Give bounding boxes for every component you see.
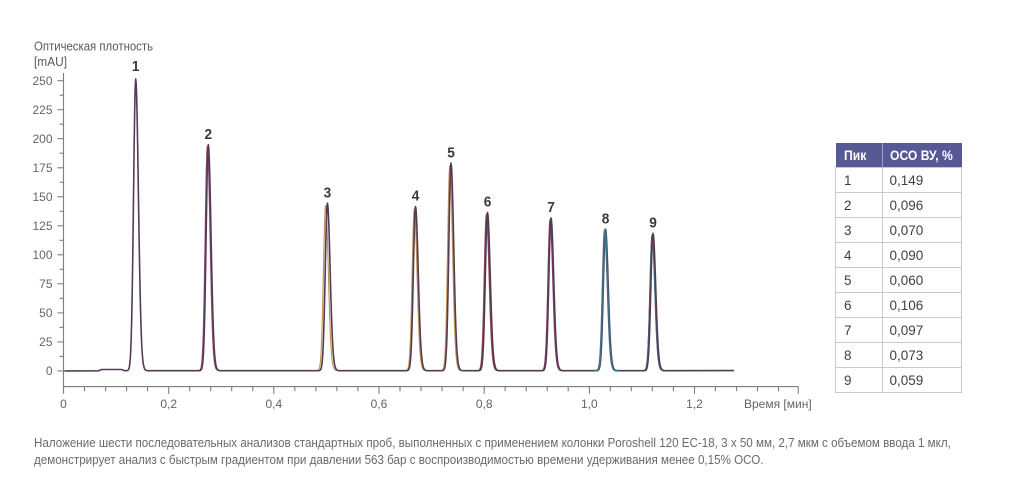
svg-text:9: 9 bbox=[649, 214, 657, 231]
svg-text:1: 1 bbox=[132, 58, 140, 75]
svg-text:100: 100 bbox=[32, 248, 52, 262]
svg-text:225: 225 bbox=[32, 103, 52, 117]
svg-text:1,0: 1,0 bbox=[581, 397, 598, 411]
svg-text:0,6: 0,6 bbox=[371, 397, 388, 411]
svg-text:50: 50 bbox=[39, 306, 53, 320]
svg-text:250: 250 bbox=[32, 74, 52, 88]
svg-text:3: 3 bbox=[324, 184, 332, 201]
svg-text:0,8: 0,8 bbox=[476, 397, 493, 411]
svg-text:7: 7 bbox=[547, 199, 555, 216]
svg-text:2: 2 bbox=[205, 126, 213, 143]
svg-text:5: 5 bbox=[447, 144, 455, 161]
svg-text:Оптическая плотность: Оптическая плотность bbox=[34, 40, 153, 54]
svg-text:25: 25 bbox=[39, 335, 53, 349]
svg-text:4: 4 bbox=[412, 188, 420, 205]
svg-text:0,2: 0,2 bbox=[160, 397, 177, 411]
svg-text:[mAU]: [mAU] bbox=[34, 55, 67, 69]
svg-text:200: 200 bbox=[32, 132, 52, 146]
svg-text:150: 150 bbox=[32, 190, 52, 204]
svg-text:0: 0 bbox=[60, 397, 67, 411]
svg-text:0,4: 0,4 bbox=[265, 397, 282, 411]
svg-text:175: 175 bbox=[32, 161, 52, 175]
svg-text:8: 8 bbox=[602, 210, 610, 227]
svg-text:0: 0 bbox=[46, 364, 53, 378]
svg-text:1,2: 1,2 bbox=[686, 397, 703, 411]
svg-text:75: 75 bbox=[39, 277, 53, 291]
svg-text:6: 6 bbox=[484, 194, 492, 211]
svg-text:Время [мин]: Время [мин] bbox=[744, 397, 812, 411]
svg-text:125: 125 bbox=[32, 219, 52, 233]
